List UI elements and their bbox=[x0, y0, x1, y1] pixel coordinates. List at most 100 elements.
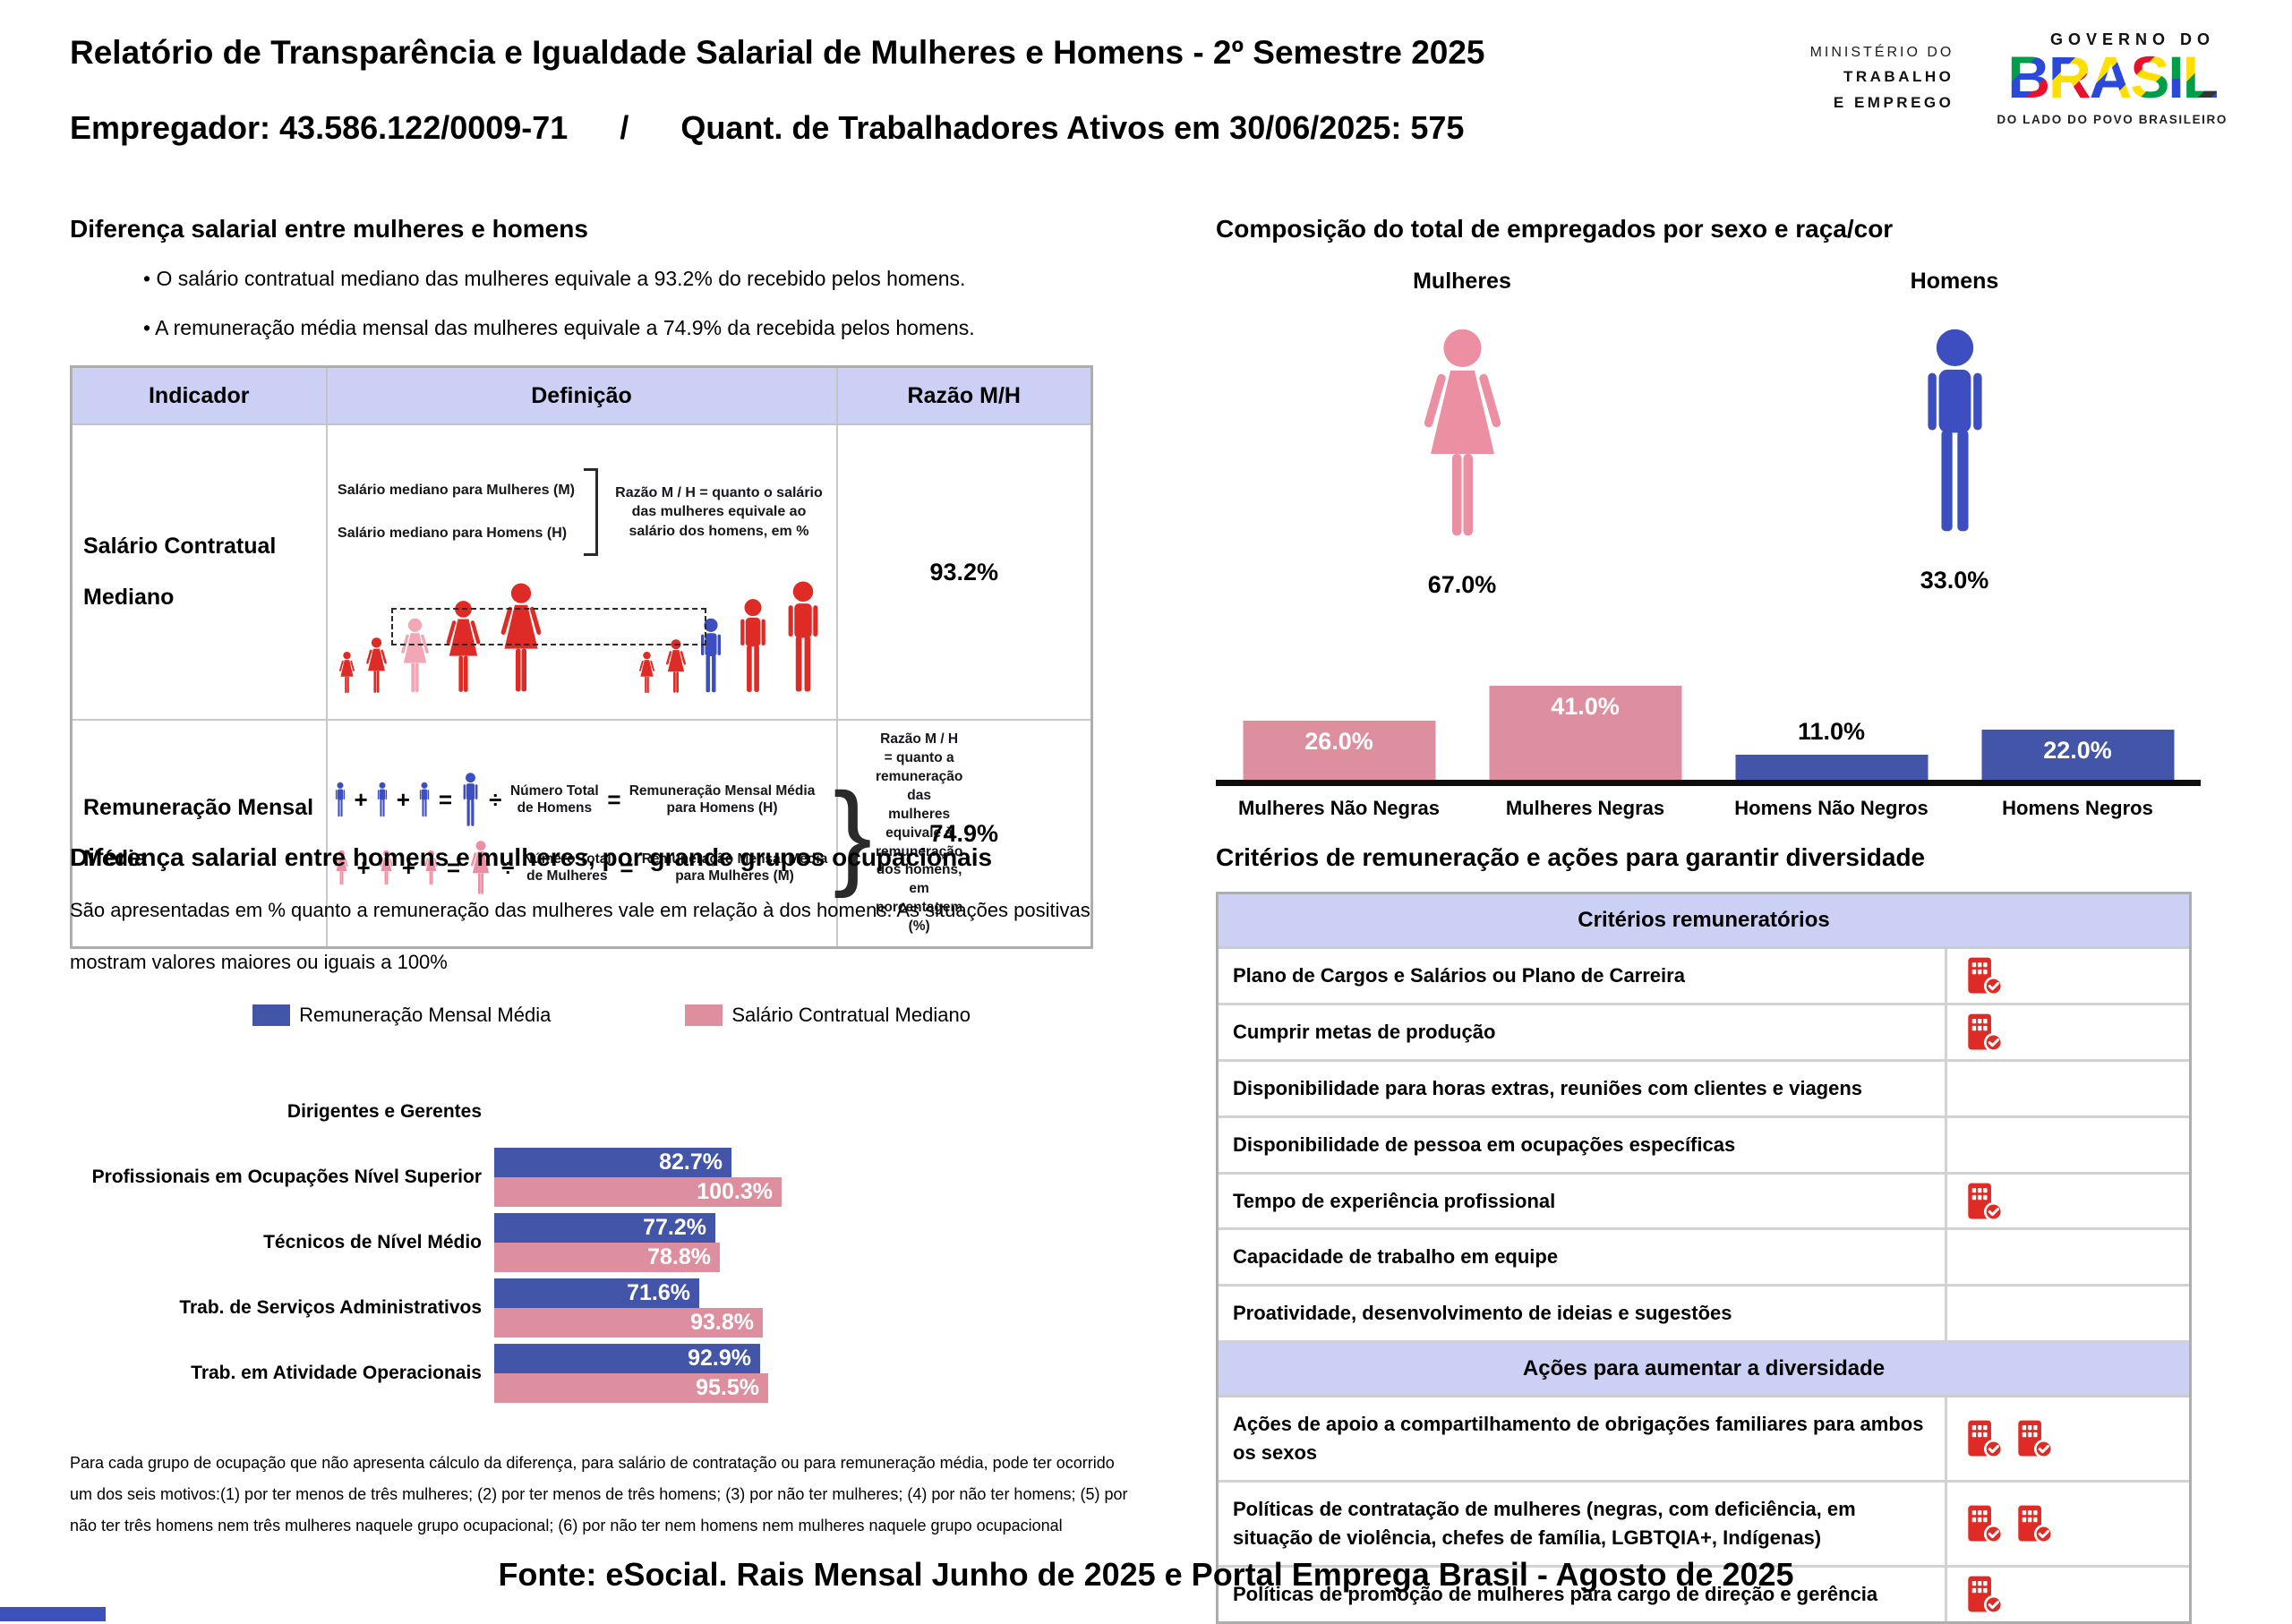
bottom-left-accent bbox=[0, 1607, 106, 1621]
bullet-item: • A remuneração média mensal das mulhere… bbox=[143, 316, 975, 339]
salary-gap-heading: Diferença salarial entre mulheres e home… bbox=[70, 215, 588, 243]
criteria-marks-cell bbox=[1945, 1004, 2189, 1059]
criteria-row: Políticas de promoção de mulheres para c… bbox=[1219, 1567, 2189, 1621]
woman-icon bbox=[1407, 325, 1518, 544]
occupational-row: Dirigentes e Gerentes bbox=[70, 1082, 1153, 1141]
criteria-heading: Critérios de remuneração e ações para ga… bbox=[1216, 843, 1926, 871]
occupational-heading: Diferença salarial entre homens e mulher… bbox=[70, 843, 993, 871]
person-figure-icon bbox=[638, 651, 654, 694]
table-row-salario-mediano: Salário Contratual Mediano Salário media… bbox=[70, 423, 1093, 721]
occupational-row: Profissionais em Ocupações Nível Superio… bbox=[70, 1147, 1153, 1207]
indicator-name: Remuneração Mensal Média bbox=[70, 719, 328, 949]
company-check-icon bbox=[2018, 1505, 2054, 1544]
gov-logo-tagline: DO LADO DO POVO BRASILEIRO bbox=[1997, 112, 2228, 126]
legend-swatch bbox=[685, 1004, 723, 1026]
man-figure-icon bbox=[1927, 329, 1982, 532]
median-ratio-value: 93.2% bbox=[835, 423, 1093, 721]
person-figure-icon bbox=[335, 782, 345, 817]
women-label: Mulheres bbox=[1413, 269, 1511, 294]
criteria-marks-cell bbox=[1945, 1117, 2189, 1172]
ministry-line1: MINISTÉRIO DO bbox=[1809, 45, 1954, 61]
criteria-label: Capacidade de trabalho em equipe bbox=[1233, 1245, 1559, 1269]
person-figure-icon bbox=[788, 581, 817, 692]
bar-value-label: 41.0% bbox=[1551, 693, 1620, 720]
company-check-icon bbox=[1968, 1420, 2004, 1459]
plus-operator: + bbox=[396, 785, 410, 813]
criteria-section: Critérios de remuneração e ações para ga… bbox=[1216, 843, 2192, 1624]
col-header-definicao: Definição bbox=[325, 365, 838, 425]
person-figure-icon bbox=[365, 637, 387, 693]
criteria-label: Políticas de contratação de mulheres (ne… bbox=[1233, 1498, 1856, 1549]
criteria-marks-cell bbox=[1945, 949, 2189, 1003]
category-label: Homens Não Negros bbox=[1734, 797, 1929, 819]
bar-homens-n-o-negros bbox=[1735, 755, 1928, 780]
subtitle-line: mostram valores maiores ou iguais a 100% bbox=[70, 951, 448, 974]
composition-race-chart: 26.0% 41.0% 11.0% 22.0% Mulheres Não Negras… bbox=[1216, 645, 2201, 820]
plus-operator: + bbox=[354, 785, 368, 813]
active-workers: Quant. de Trabalhadores Ativos em 30/06/… bbox=[680, 109, 1465, 146]
criteria-marks-cell bbox=[1945, 1567, 2189, 1621]
criteria-label: Disponibilidade de pessoa em ocupações e… bbox=[1233, 1133, 1736, 1156]
person-figure-icon bbox=[665, 639, 686, 693]
brasil-letter: R bbox=[2048, 44, 2091, 110]
occupation-bars: 82.7% 100.3% bbox=[494, 1147, 782, 1207]
criteria-label: Políticas de promoção de mulheres para c… bbox=[1233, 1582, 1878, 1605]
indicator-name: Salário Contratual Mediano bbox=[70, 423, 328, 721]
criteria-row: Tempo de experiência profissional bbox=[1219, 1174, 2189, 1231]
person-figure-icon bbox=[400, 618, 429, 693]
man-icon bbox=[1909, 325, 2001, 540]
occupation-label: Dirigentes e Gerentes bbox=[286, 1101, 482, 1123]
criteria-row: Disponibilidade para horas extras, reuni… bbox=[1219, 1061, 2189, 1118]
company-check-icon bbox=[1968, 1505, 2004, 1544]
ministry-line2: TRABALHO bbox=[1843, 68, 1954, 86]
salary-gap-bullets: • O salário contratual mediano das mulhe… bbox=[70, 267, 1090, 340]
mean-formulas: + + = ÷ Número Total de Homens = Remuneração M… bbox=[332, 772, 830, 895]
men-label: Homens bbox=[1910, 269, 1999, 294]
occupation-label: Trab. de Serviços Administrativos bbox=[179, 1297, 482, 1319]
ministry-line3: E EMPREGO bbox=[1833, 93, 1954, 111]
bar-sal-rio-contratual-mediano: 78.8% bbox=[494, 1242, 720, 1272]
category-label: Homens Negros bbox=[2002, 797, 2153, 819]
mean-formula-men: + + = ÷ Número Total de Homens = Remuneração M… bbox=[332, 772, 830, 827]
mean-formula-women: + + = ÷ Número Total de Mulheres = Remuneração… bbox=[332, 840, 830, 895]
brasil-letter: S bbox=[2130, 44, 2169, 110]
criteria-marks-cell bbox=[1945, 1230, 2189, 1285]
occupation-label: Trab. em Atividade Operacionais bbox=[191, 1363, 482, 1384]
person-figure-icon bbox=[380, 850, 393, 885]
person-figure-icon bbox=[377, 782, 387, 817]
company-check-icon bbox=[1968, 1013, 2004, 1052]
report-title: Relatório de Transparência e Igualdade S… bbox=[70, 34, 1485, 71]
bar-homens-negros: 22.0% bbox=[1981, 730, 2174, 780]
criteria-row: Cumprir metas de produção bbox=[1219, 1004, 2189, 1062]
criteria-row: Capacidade de trabalho em equipe bbox=[1219, 1230, 2189, 1287]
result-text: Remuneração Mensal Média para Mulheres (… bbox=[641, 850, 828, 885]
company-check-icon bbox=[1968, 1183, 2004, 1221]
legend-swatch bbox=[252, 1004, 291, 1026]
bar-mulheres-negras: 41.0% bbox=[1489, 686, 1681, 780]
result-text: Remuneração Mensal Média para Homens (H) bbox=[629, 782, 816, 816]
median-dashed-link bbox=[390, 608, 706, 645]
col-header-indicador: Indicador bbox=[70, 365, 328, 425]
person-figure-icon bbox=[424, 850, 438, 885]
criteria-row: Ações de apoio a compartilhamento de obr… bbox=[1219, 1397, 2189, 1483]
brasil-letter: A bbox=[2089, 44, 2133, 110]
category-label: Mulheres Não Negras bbox=[1238, 797, 1440, 819]
occupation-label: Profissionais em Ocupações Nível Superio… bbox=[91, 1167, 482, 1188]
criteria-marks-cell bbox=[1945, 1174, 2189, 1228]
company-check-icon bbox=[1968, 1576, 2004, 1614]
subtitle-separator: / bbox=[620, 109, 629, 146]
mean-ratio-value: 74.9% bbox=[835, 719, 1093, 949]
divide-operator: ÷ bbox=[489, 785, 502, 813]
occupation-bars: 77.2% 78.8% bbox=[494, 1212, 720, 1272]
report-subtitle: Empregador: 43.586.122/0009-71 / Quant. de… bbox=[70, 109, 1485, 147]
person-figure-icon bbox=[471, 841, 492, 894]
women-percent: 67.0% bbox=[1427, 571, 1497, 598]
criteria-row: Disponibilidade de pessoa em ocupações e… bbox=[1219, 1117, 2189, 1175]
bar-remunera-o-mensal-m-dia: 92.9% bbox=[494, 1343, 760, 1373]
composition-heading: Composição do total de empregados por se… bbox=[1216, 215, 1894, 243]
chart-legend: Remuneração Mensal Média Salário Contratu… bbox=[70, 1004, 1153, 1027]
bar-remunera-o-mensal-m-dia: 77.2% bbox=[494, 1212, 715, 1243]
criteria-label: Tempo de experiência profissional bbox=[1233, 1189, 1556, 1212]
col-header-razao: Razão M/H bbox=[835, 365, 1093, 425]
